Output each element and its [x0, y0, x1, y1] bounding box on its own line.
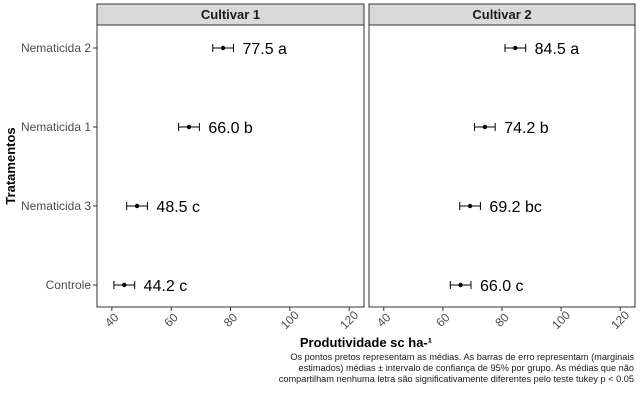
y-tick-label: Nematicida 2 — [21, 41, 91, 55]
data-label: 66.0 c — [480, 278, 524, 295]
data-point-group: 44.2 c — [113, 278, 188, 295]
data-label: 77.5 a — [242, 41, 287, 58]
mean-point — [458, 282, 463, 288]
mean-point — [186, 124, 192, 130]
data-label: 66.0 b — [208, 120, 253, 137]
y-tick-label: Controle — [46, 278, 92, 292]
x-tick-label: 80 — [492, 310, 512, 330]
data-label: 44.2 c — [144, 278, 188, 295]
y-tick-label: Nematicida 1 — [21, 120, 91, 134]
data-point-group: 77.5 a — [212, 41, 287, 58]
mean-point — [134, 203, 140, 209]
data-label: 48.5 c — [156, 199, 200, 216]
chart-caption: Os pontos pretos representam as médias. … — [278, 352, 634, 384]
mean-point — [513, 45, 518, 51]
mean-point — [122, 282, 127, 288]
facet-panel: Cultivar 1 40 60 80 100 120 77.5 a 66.0 b 48.5 c… — [96, 3, 365, 332]
facet-panel-border — [96, 24, 365, 308]
x-tick-label: 120 — [608, 308, 632, 332]
x-tick-label: 120 — [337, 308, 361, 332]
x-tick-label: 60 — [161, 310, 181, 330]
y-tick-labels: Nematicida 2 Nematicida 1 Nematicida 3 Cont… — [21, 41, 97, 292]
data-point-group: 66.0 b — [178, 120, 253, 137]
mean-point — [467, 203, 473, 209]
facet-panel-border — [368, 24, 636, 308]
data-point-group: 69.2 bc — [459, 199, 542, 216]
data-point-group: 84.5 a — [504, 41, 580, 58]
data-point-group: 66.0 c — [449, 278, 524, 295]
x-tick-label: 80 — [221, 310, 241, 330]
data-point-group: 48.5 c — [126, 199, 200, 216]
data-label: 84.5 a — [535, 41, 580, 58]
x-tick-label: 40 — [102, 310, 122, 330]
x-tick-label: 60 — [433, 310, 453, 330]
mean-point — [482, 124, 488, 130]
x-tick-label: 40 — [374, 310, 394, 330]
mean-point — [220, 45, 226, 51]
y-tick-label: Nematicida 3 — [21, 199, 91, 213]
facets-layer: Cultivar 1 40 60 80 100 120 77.5 a 66.0 b 48.5 c… — [96, 3, 636, 332]
facet-strip-label: Cultivar 1 — [201, 7, 260, 22]
data-point-group: 74.2 b — [474, 120, 549, 137]
data-label: 69.2 bc — [489, 199, 541, 216]
y-axis-title: Tratamentos — [3, 127, 18, 204]
facet-panel: Cultivar 2 40 60 80 100 120 84.5 a 74.2 b 69.2 b… — [368, 3, 636, 332]
data-label: 74.2 b — [504, 120, 549, 137]
x-tick-label: 100 — [278, 308, 302, 332]
x-axis-title: Produtividade sc ha-¹ — [300, 335, 432, 350]
facet-strip-label: Cultivar 2 — [472, 7, 531, 22]
x-tick-label: 100 — [549, 308, 573, 332]
